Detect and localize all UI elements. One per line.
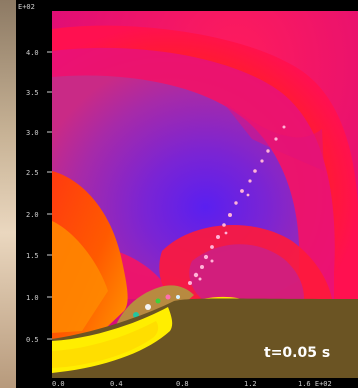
x-tick-label: 0.0 [52, 380, 65, 388]
y-axis-ticks: 4.0 3.5 3.0 2.5 2.0 1.5 1.0 0.5 [26, 49, 52, 344]
y-tick-label: 1.5 [26, 252, 39, 260]
axes: E+02 4.0 3.5 3.0 2.5 2.0 1.5 1.0 0.5 0.0… [18, 3, 332, 388]
left-hot-core [52, 221, 108, 333]
lower-lobe-core [189, 244, 304, 299]
shell-notch [222, 101, 324, 171]
simulation-render: t=0.05 s [52, 11, 358, 378]
y-tick-label: 0.5 [26, 336, 39, 344]
y-tick-label: 2.0 [26, 211, 39, 219]
y-tick-label: 3.0 [26, 129, 39, 137]
x-axis-ticks: 0.0 0.4 0.8 1.2 1.6 E+02 [52, 380, 332, 388]
x-tick-label: 1.2 [244, 380, 257, 388]
crust-shading [52, 321, 159, 368]
y-exponent-label: E+02 [18, 3, 35, 11]
debris-plume [188, 125, 286, 285]
y-tick-label: 3.5 [26, 89, 39, 97]
y-tick-label: 1.0 [26, 294, 39, 302]
y-tick-label: 4.0 [26, 49, 39, 57]
time-label: t=0.05 s [264, 345, 330, 361]
x-tick-label: 1.6 E+02 [298, 380, 332, 388]
y-tick-label: 2.5 [26, 169, 39, 177]
background-photo-strip [0, 0, 18, 388]
x-tick-label: 0.4 [110, 380, 123, 388]
ground [52, 298, 358, 378]
x-tick-label: 0.8 [176, 380, 189, 388]
simulation-field: t=0.05 s [52, 11, 358, 378]
